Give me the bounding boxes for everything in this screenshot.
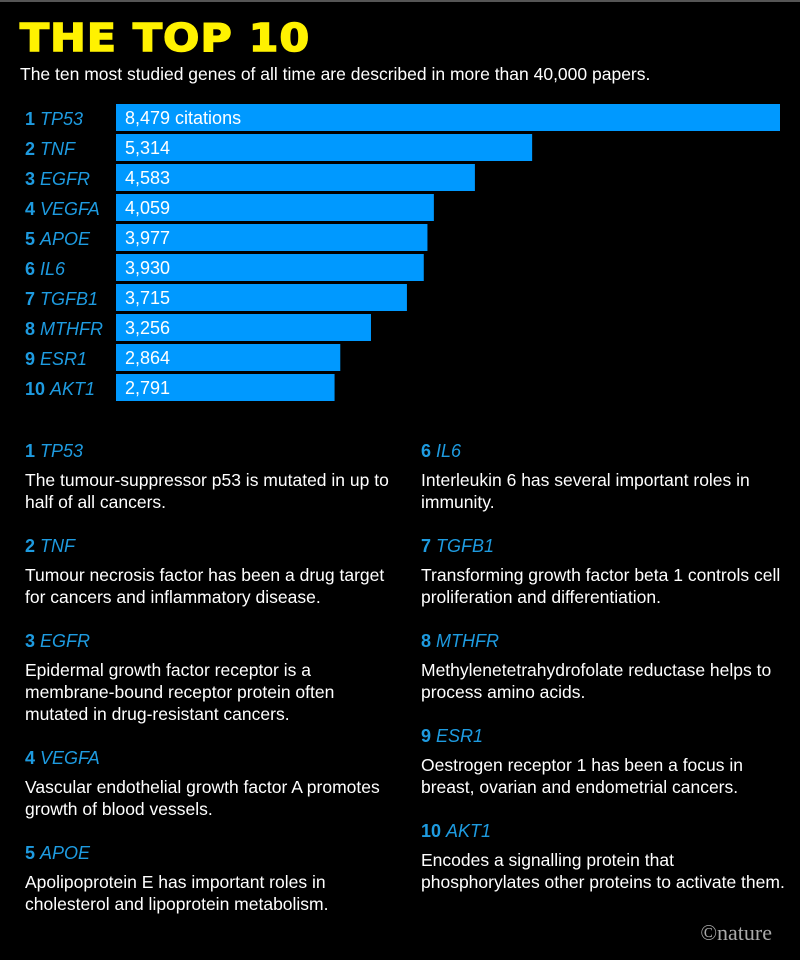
value-label: 8,479 citations <box>125 108 241 128</box>
gene-heading: 7 TGFB1 <box>421 535 796 557</box>
category-label: 6 IL6 <box>25 259 66 279</box>
category-label: 5 APOE <box>25 229 91 249</box>
gene-heading: 1 TP53 <box>25 440 400 462</box>
gene-heading: 5 APOE <box>25 842 400 864</box>
gene-description-text: Vascular endothelial growth factor A pro… <box>25 777 380 819</box>
bar-chart: 1 TP53 8,479 citations 2 TNF 5,314 3 EGFR 4,5… <box>25 104 780 401</box>
gene-name: AKT1 <box>446 821 492 841</box>
gene-heading: 9 ESR1 <box>421 725 796 747</box>
category-label: 9 ESR1 <box>25 349 87 369</box>
gene-description: 9 ESR1 Oestrogen receptor 1 has been a fo… <box>421 725 796 798</box>
gene-heading: 4 VEGFA <box>25 747 400 769</box>
value-label: 4,059 <box>125 198 170 218</box>
gene-rank: 9 <box>421 726 437 746</box>
gene-rank: 7 <box>421 536 437 556</box>
gene-name: IL6 <box>436 441 462 461</box>
gene-rank: 1 <box>25 441 41 461</box>
gene-description: 4 VEGFA Vascular endothelial growth facto… <box>25 747 400 820</box>
bar-row: 10 AKT1 2,791 <box>25 374 335 401</box>
bar <box>116 284 407 311</box>
bar-row: 8 MTHFR 3,256 <box>25 314 371 341</box>
descriptions-left-column: 1 TP53 The tumour-suppressor p53 is mutat… <box>25 440 400 937</box>
gene-description: 8 MTHFR Methylenetetrahydrofolate reducta… <box>421 630 796 703</box>
bar <box>116 314 371 341</box>
value-label: 4,583 <box>125 168 170 188</box>
value-label: 2,791 <box>125 378 170 398</box>
gene-rank: 6 <box>421 441 437 461</box>
gene-description-text: Encodes a signalling protein that phosph… <box>421 850 785 892</box>
value-label: 3,930 <box>125 258 170 278</box>
bar-row: 9 ESR1 2,864 <box>25 344 341 371</box>
value-label: 2,864 <box>125 348 170 368</box>
bar <box>116 104 780 131</box>
gene-description-text: Interleukin 6 has several important role… <box>421 470 750 512</box>
gene-rank: 10 <box>421 821 447 841</box>
gene-heading: 8 MTHFR <box>421 630 796 652</box>
gene-heading: 10 AKT1 <box>421 820 796 842</box>
nature-logo: ©nature <box>700 920 772 945</box>
gene-description-text: Methylenetetrahydrofolate reductase help… <box>421 660 772 702</box>
gene-description-text: Oestrogen receptor 1 has been a focus in… <box>421 755 744 797</box>
value-label: 3,715 <box>125 288 170 308</box>
bar <box>116 164 475 191</box>
gene-heading: 2 TNF <box>25 535 400 557</box>
gene-description-text: Tumour necrosis factor has been a drug t… <box>25 565 385 607</box>
bar <box>116 134 533 161</box>
category-label: 7 TGFB1 <box>25 289 98 309</box>
gene-description: 6 IL6 Interleukin 6 has several important… <box>421 440 796 513</box>
bar-row: 7 TGFB1 3,715 <box>25 284 407 311</box>
gene-rank: 3 <box>25 631 41 651</box>
gene-name: VEGFA <box>40 748 100 768</box>
bar-row: 1 TP53 8,479 citations <box>25 104 780 131</box>
gene-name: ESR1 <box>436 726 484 746</box>
gene-description: 5 APOE Apolipoprotein E has important rol… <box>25 842 400 915</box>
gene-rank: 4 <box>25 748 41 768</box>
gene-name: APOE <box>40 843 91 863</box>
gene-description: 7 TGFB1 Transforming growth factor beta 1… <box>421 535 796 608</box>
gene-description: 1 TP53 The tumour-suppressor p53 is mutat… <box>25 440 400 513</box>
gene-name: TNF <box>40 536 76 556</box>
gene-description-text: The tumour-suppressor p53 is mutated in … <box>25 470 389 512</box>
bar <box>116 374 335 401</box>
bar <box>116 194 434 221</box>
gene-name: EGFR <box>40 631 91 651</box>
gene-description-text: Epidermal growth factor receptor is a me… <box>25 660 335 724</box>
category-label: 4 VEGFA <box>25 199 100 219</box>
bar-row: 3 EGFR 4,583 <box>25 164 475 191</box>
bar-row: 2 TNF 5,314 <box>25 134 533 161</box>
gene-description-text: Apolipoprotein E has important roles in … <box>25 872 329 914</box>
category-label: 1 TP53 <box>25 109 83 129</box>
gene-heading: 3 EGFR <box>25 630 400 652</box>
gene-name: MTHFR <box>436 631 499 651</box>
category-label: 2 TNF <box>25 139 76 159</box>
bar <box>116 254 424 281</box>
value-label: 3,256 <box>125 318 170 338</box>
chart-title: THE TOP 10 <box>19 15 311 61</box>
value-label: 5,314 <box>125 138 170 158</box>
bar <box>116 224 428 251</box>
category-label: 3 EGFR <box>25 169 90 189</box>
bar-row: 5 APOE 3,977 <box>25 224 428 251</box>
category-label: 8 MTHFR <box>25 319 103 339</box>
chart-subtitle: The ten most studied genes of all time a… <box>20 64 651 84</box>
gene-description: 3 EGFR Epidermal growth factor receptor i… <box>25 630 400 725</box>
category-label: 10 AKT1 <box>25 379 95 399</box>
bar-row: 4 VEGFA 4,059 <box>25 194 434 221</box>
gene-rank: 5 <box>25 843 41 863</box>
bar <box>116 344 341 371</box>
gene-description: 2 TNF Tumour necrosis factor has been a d… <box>25 535 400 608</box>
gene-heading: 6 IL6 <box>421 440 796 462</box>
gene-rank: 2 <box>25 536 41 556</box>
gene-name: TGFB1 <box>436 536 495 556</box>
value-label: 3,977 <box>125 228 170 248</box>
bar-row: 6 IL6 3,930 <box>25 254 424 281</box>
gene-description: 10 AKT1 Encodes a signalling protein that… <box>421 820 796 893</box>
gene-rank: 8 <box>421 631 437 651</box>
gene-description-text: Transforming growth factor beta 1 contro… <box>421 565 781 607</box>
descriptions-right-column: 6 IL6 Interleukin 6 has several important… <box>421 440 796 915</box>
gene-name: TP53 <box>40 441 84 461</box>
